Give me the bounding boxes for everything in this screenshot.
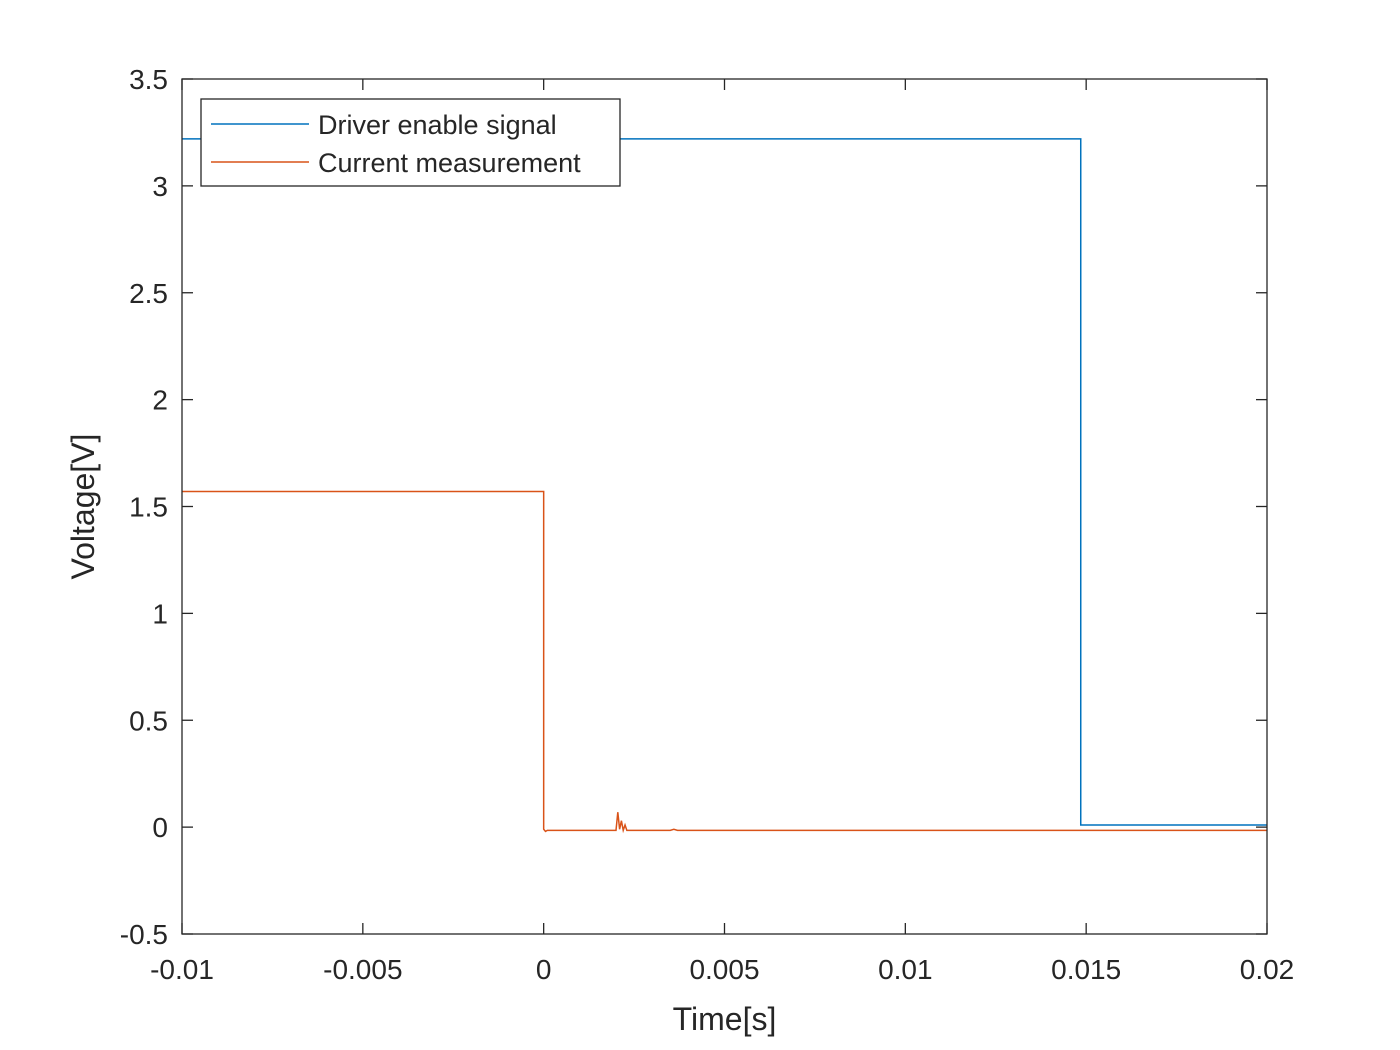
plot-area-frame [181,78,1268,935]
y-tick-label: 3.5 [129,64,168,95]
y-tick-label: 1.5 [129,492,168,523]
x-tick-label: -0.005 [323,954,402,985]
y-tick-label: 3 [152,171,168,202]
series-line-1 [182,138,1267,826]
x-tick-label: -0.01 [150,954,214,985]
x-ticks: -0.01 -0.005 0 0.005 0.01 0.015 0.02 [150,79,1294,985]
x-tick-label: 0.005 [689,954,759,985]
legend: Driver enable signal Current measurement [200,98,621,187]
series-line-2 [182,490,1267,834]
x-tick-label: 0.015 [1051,954,1121,985]
x-tick-label: 0 [536,954,552,985]
x-tick-label: 0.01 [878,954,933,985]
legend-box [200,98,621,187]
x-tick-label: 0.02 [1240,954,1295,985]
legend-label: Driver enable signal [318,110,557,140]
y-tick-label: 0.5 [129,705,168,736]
y-tick-label: 2.5 [129,278,168,309]
y-ticks: -0.5 0 0.5 1 1.5 2 2.5 3 3.5 [120,64,1267,950]
y-tick-label: 2 [152,385,168,416]
y-tick-label: 0 [152,812,168,843]
y-tick-label: -0.5 [120,919,168,950]
plot-area-background [182,79,1267,934]
x-axis-title: Time[s] [673,1001,777,1037]
y-axis-title: Voltage[V] [65,434,101,580]
legend-label: Current measurement [318,148,581,178]
series-layer [182,138,1267,834]
y-tick-label: 1 [152,598,168,629]
